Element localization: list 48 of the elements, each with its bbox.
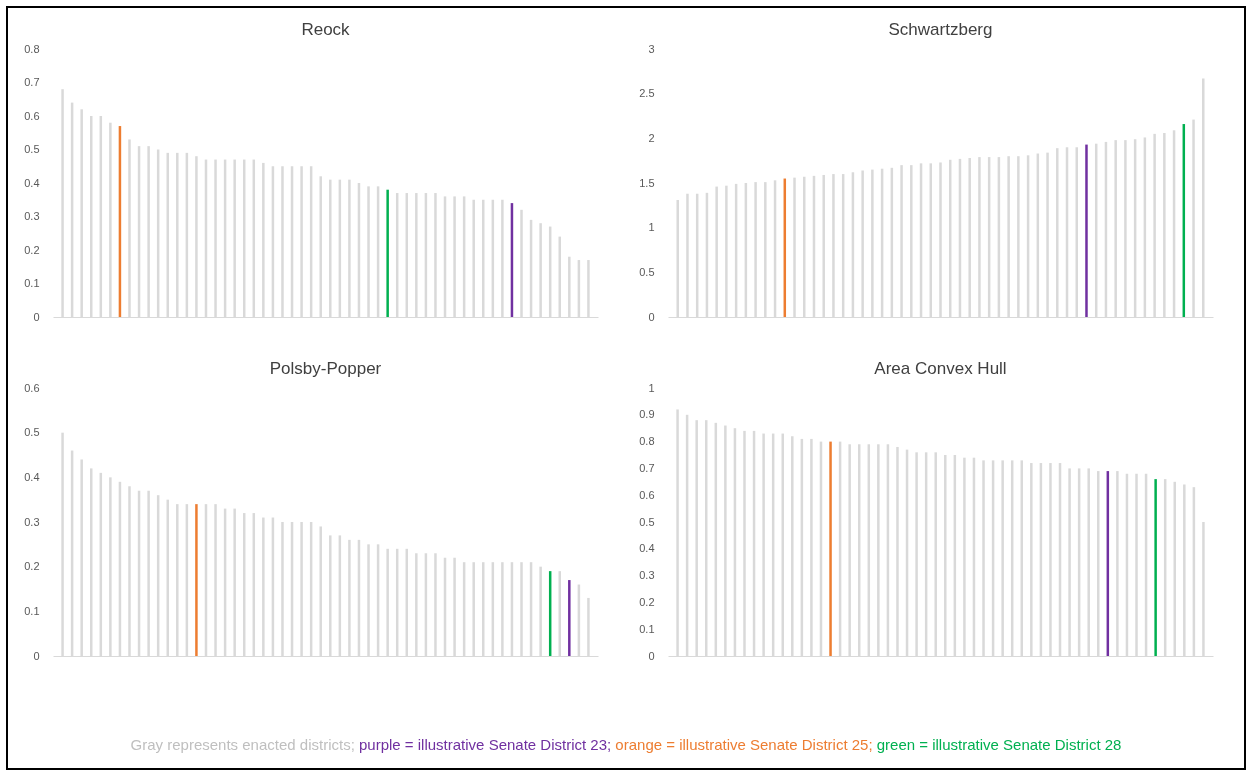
bar [568,580,571,656]
y-tick-label: 0.7 [24,76,40,88]
y-tick-label: 0.2 [24,243,40,256]
y-tick-label: 2 [648,131,655,144]
chart-title: Polsby-Popper [269,359,382,378]
text: purple = illustrative Senate District 23; [357,736,612,753]
y-tick-label: 2.5 [639,87,655,100]
y-tick-label: 0 [33,310,40,323]
y-tick-label: 1.5 [639,176,655,189]
bar [195,504,198,656]
y-tick-label: 0.3 [24,515,40,528]
y-tick-label: 0 [648,649,655,662]
y-tick-label: 3 [648,42,655,55]
y-tick-label: 1 [648,381,655,394]
text: Gray represents enacted districts; [130,736,355,753]
y-tick-label: 0.8 [639,435,655,448]
y-tick-label: 0.8 [24,42,40,55]
bar [1154,479,1157,656]
bar [1085,144,1088,317]
y-tick-label: 0.1 [24,277,40,289]
y-tick-label: 0.3 [24,210,40,222]
y-tick-label: 0.4 [24,176,40,189]
y-tick-label: 0.1 [24,604,40,617]
y-tick-label: 0.9 [639,408,655,421]
bar [386,189,389,317]
y-tick-label: 0.7 [639,461,655,474]
chart-title: Schwartzberg [888,20,993,39]
text: green = illustrative Senate District 28 [875,736,1122,753]
chart-title: Area Convex Hull [874,359,1007,378]
y-tick-label: 0.3 [639,569,655,582]
y-tick-label: 0.1 [639,622,655,635]
text: orange = illustrative Senate District 25; [614,736,873,753]
bar [829,441,832,656]
y-tick-label: 0.2 [24,560,40,573]
y-tick-label: 0.5 [639,265,655,278]
y-tick-label: 0.5 [639,515,655,528]
y-tick-label: 0 [33,649,40,662]
y-tick-label: 0.5 [24,426,40,439]
y-tick-label: 0.2 [639,595,655,608]
y-tick-label: 1 [648,221,655,234]
y-tick-label: 0.6 [639,488,655,501]
y-tick-label: 0 [648,310,655,323]
y-tick-label: 0.4 [24,470,40,483]
y-tick-label: 0.6 [24,109,40,122]
y-tick-label: 0.4 [639,542,655,555]
y-tick-label: 0.5 [24,143,40,155]
chart-title: Reock [301,20,351,39]
y-tick-label: 0.6 [24,381,40,394]
